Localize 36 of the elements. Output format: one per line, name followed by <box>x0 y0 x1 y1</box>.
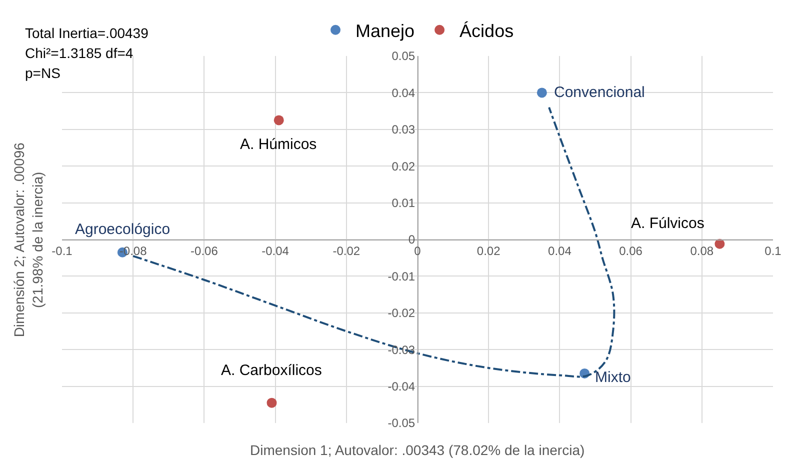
x-axis-title: Dimension 1; Autovalor: .00343 (78.02% de la inercia) <box>250 442 585 458</box>
x-tick-label: -0.1 <box>52 244 73 258</box>
y-tick-label: 0.01 <box>392 196 416 210</box>
text: Total Inertia=.00439 <box>25 25 149 41</box>
x-tick-label: 0.06 <box>619 244 643 258</box>
annotation: A. Fúlvicos <box>631 215 704 232</box>
x-tick-label: -0.02 <box>332 244 360 258</box>
point <box>714 238 725 249</box>
x-tick-label: 0.1 <box>764 244 782 258</box>
x-tick-label: 0.08 <box>690 244 714 258</box>
point <box>266 398 277 408</box>
y-tick-label: -0.01 <box>388 269 416 284</box>
annotation: Chi²=1.3185 df=4 <box>25 45 134 61</box>
annotation: Convencional <box>554 84 645 101</box>
x-tick-label: 0.02 <box>476 244 501 258</box>
annotation: A. Carboxílicos <box>221 362 322 379</box>
x-tick-label: -0.06 <box>190 244 218 258</box>
y-tick-label: 0 <box>408 232 416 247</box>
legend-label: Ácidos <box>460 20 514 41</box>
y-tick-label: 0.04 <box>392 86 416 100</box>
y-tick-label: -0.02 <box>388 306 416 320</box>
y-tick-label: -0.04 <box>388 380 416 394</box>
y-tick-label: -0.05 <box>388 416 416 430</box>
y-tick-label: 0.02 <box>392 159 416 174</box>
y-tick-label: 0.03 <box>392 122 416 137</box>
y-tick-label: 0.05 <box>392 49 416 64</box>
annotation: A. Húmicos <box>240 136 317 153</box>
legend-label: Manejo <box>356 20 415 41</box>
annotation: Agroecológico <box>75 221 170 238</box>
annotation: Mixto <box>595 369 631 386</box>
y-axis-title: Dimensión 2; Autovalor: .00096 (21.98% de la inercia) <box>11 142 46 338</box>
point <box>536 88 547 98</box>
x-tick-label: 0.04 <box>548 244 572 258</box>
text: p=NS <box>25 65 60 81</box>
x-tick-label: -0.04 <box>262 244 290 258</box>
point <box>274 115 284 126</box>
